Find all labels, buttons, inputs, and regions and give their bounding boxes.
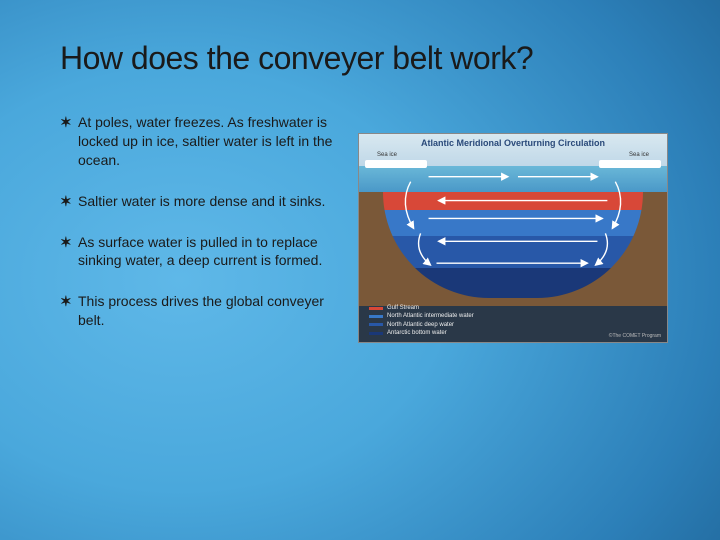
legend-item: North Atlantic deep water (369, 321, 474, 329)
gulf-stream-layer (383, 192, 643, 210)
figure-credit: ©The COMET Program (609, 333, 661, 339)
bullet-icon: ✶ (60, 233, 78, 271)
ocean-basin (383, 192, 643, 298)
legend-swatch (369, 315, 383, 318)
slide-title: How does the conveyer belt work? (60, 40, 670, 77)
content-row: ✶ At poles, water freezes. As freshwater… (60, 113, 670, 352)
slide: How does the conveyer belt work? ✶ At po… (0, 0, 720, 540)
bullet-icon: ✶ (60, 192, 78, 211)
figure-title: Atlantic Meridional Overturning Circulat… (359, 138, 667, 148)
list-item: ✶ At poles, water freezes. As freshwater… (60, 113, 340, 170)
bottom-water-layer (383, 268, 643, 298)
legend-label: Antarctic bottom water (387, 329, 447, 337)
list-item: ✶ As surface water is pulled in to repla… (60, 233, 340, 271)
legend-swatch (369, 323, 383, 326)
legend-swatch (369, 307, 383, 310)
bullet-text: At poles, water freezes. As freshwater i… (78, 113, 340, 170)
legend-item: Gulf Stream (369, 304, 474, 312)
legend-label: North Atlantic intermediate water (387, 312, 474, 320)
sea-ice-label-left: Sea ice (377, 152, 397, 158)
bullet-text: Saltier water is more dense and it sinks… (78, 192, 340, 211)
list-item: ✶ This process drives the global conveye… (60, 292, 340, 330)
legend-label: North Atlantic deep water (387, 321, 454, 329)
sea-ice-left (365, 160, 427, 168)
list-item: ✶ Saltier water is more dense and it sin… (60, 192, 340, 211)
surface-water-layer (359, 166, 667, 192)
bullet-text: As surface water is pulled in to replace… (78, 233, 340, 271)
sea-ice-right (599, 160, 661, 168)
bullet-list: ✶ At poles, water freezes. As freshwater… (60, 113, 340, 352)
sea-ice-label-right: Sea ice (629, 152, 649, 158)
bullet-icon: ✶ (60, 292, 78, 330)
bullet-text: This process drives the global conveyer … (78, 292, 340, 330)
legend-item: North Atlantic intermediate water (369, 312, 474, 320)
deep-water-layer (383, 236, 643, 268)
legend-swatch (369, 332, 383, 335)
figure-container: Atlantic Meridional Overturning Circulat… (356, 123, 670, 352)
bullet-icon: ✶ (60, 113, 78, 170)
intermediate-water-layer (383, 210, 643, 236)
figure-legend: Gulf Stream North Atlantic intermediate … (369, 304, 474, 338)
ocean-circulation-diagram: Atlantic Meridional Overturning Circulat… (358, 133, 668, 343)
legend-label: Gulf Stream (387, 304, 419, 312)
legend-item: Antarctic bottom water (369, 329, 474, 337)
